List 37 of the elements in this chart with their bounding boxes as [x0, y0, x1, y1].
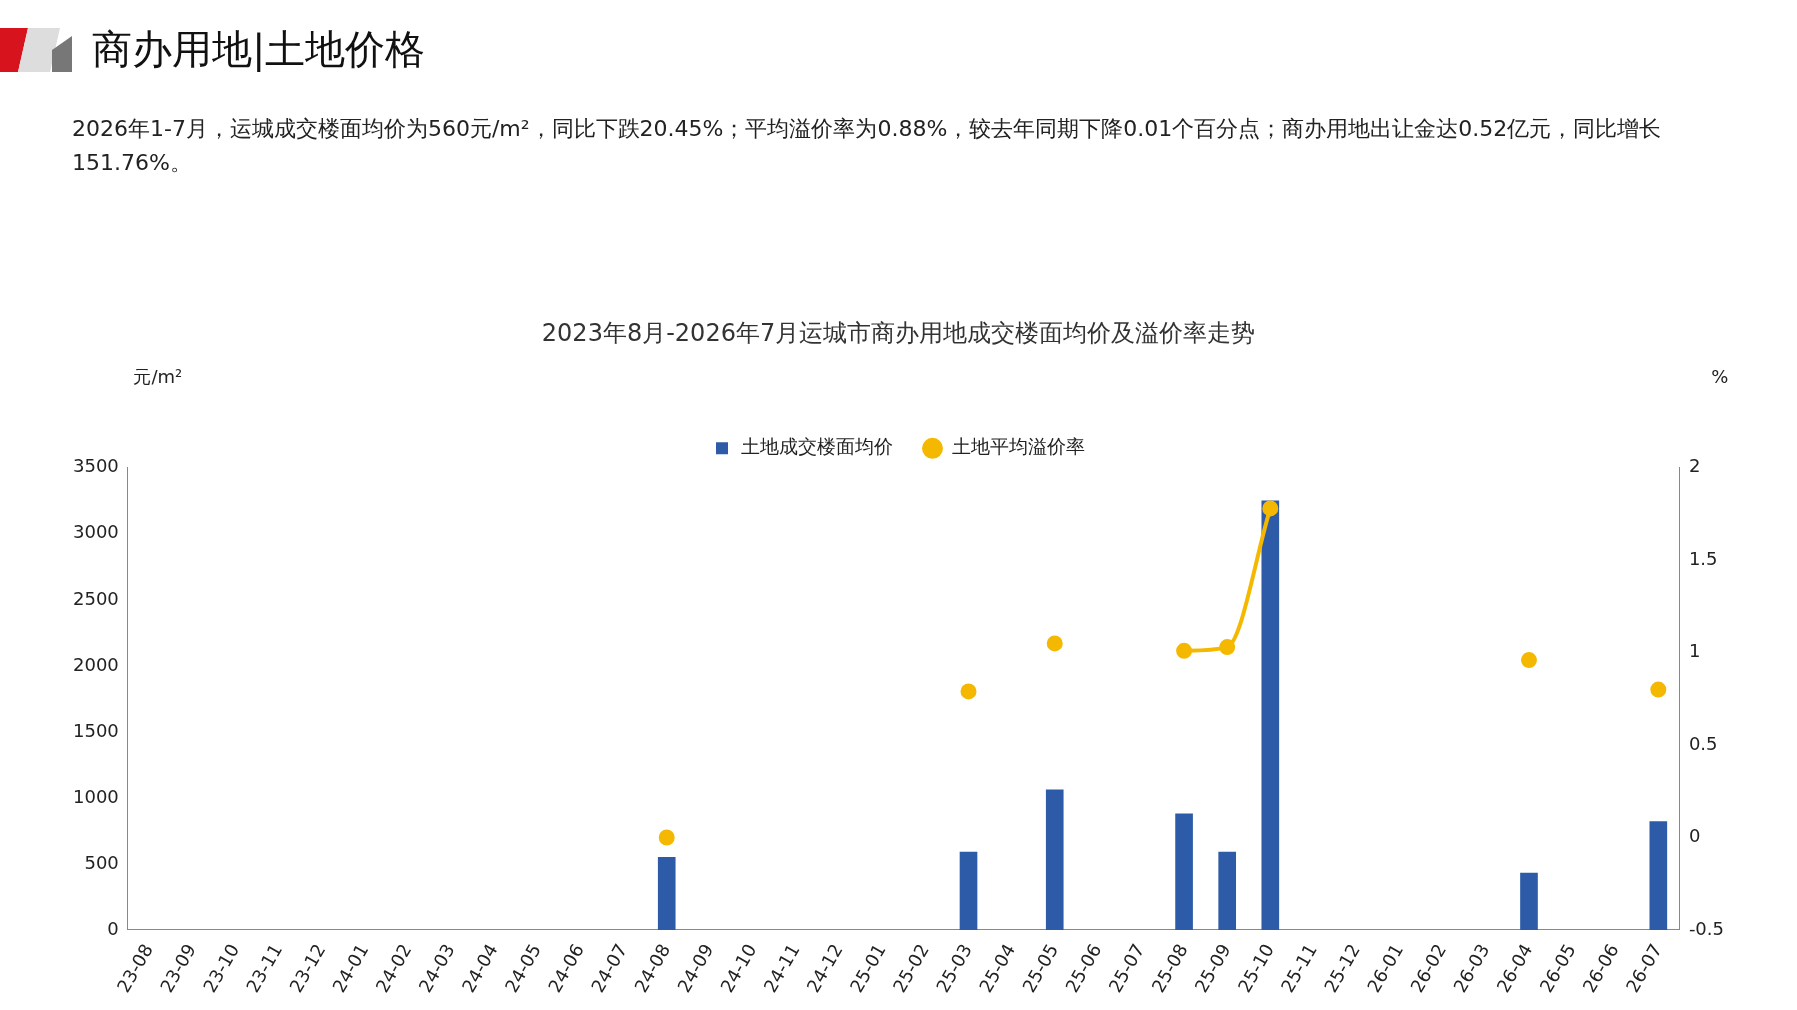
y2-axis-title: %	[1711, 366, 1729, 388]
bar	[1520, 872, 1538, 930]
y-tick-label: 3500	[73, 455, 119, 477]
bar	[1218, 851, 1237, 930]
point	[960, 683, 977, 700]
y-tick-label: 1000	[73, 785, 119, 807]
y-axis-title: 元/m²	[133, 366, 183, 388]
bar	[1045, 789, 1064, 930]
point	[658, 829, 675, 846]
point	[1176, 642, 1193, 659]
y2-tick-label: 2	[1688, 455, 1701, 477]
y2-tick-label: 0	[1688, 825, 1701, 847]
y-tick-label: 3000	[73, 521, 119, 543]
y2-tick-label: 1	[1688, 640, 1701, 662]
text: 商办用地|土地价格	[92, 25, 426, 74]
bar	[1261, 500, 1280, 930]
text: 2026年1-7月，运城成交楼面均价为560元/m²，同比下跌20.45%；平均溢价率为0.88%，较去年同期下降0.01个百分点；商办用地出让金达0.52亿元，同比增长151.76%。	[72, 115, 1663, 177]
point	[1520, 652, 1537, 669]
chart-title: 2023年8月-2026年7月运城市商办用地成交楼面均价及溢价率走势	[541, 318, 1256, 347]
y-tick-label: 500	[84, 851, 119, 873]
bar	[1649, 821, 1668, 930]
bar	[1175, 813, 1193, 930]
point	[1650, 681, 1667, 698]
point	[1219, 639, 1236, 656]
bar	[657, 856, 676, 930]
bar	[959, 851, 978, 930]
y-tick-label: 0	[107, 917, 119, 939]
point	[1262, 500, 1279, 517]
y-tick-label: 2500	[73, 587, 119, 609]
legend-label: 土地成交楼面均价	[741, 435, 893, 458]
y-tick-label: 1500	[73, 719, 119, 741]
point	[1046, 635, 1063, 652]
y2-tick-label: 1.5	[1688, 547, 1718, 569]
y2-tick-label: -0.5	[1688, 917, 1724, 939]
y2-tick-label: 0.5	[1688, 732, 1718, 754]
legend-label: 土地平均溢价率	[951, 435, 1085, 458]
y-tick-label: 2000	[73, 653, 119, 675]
